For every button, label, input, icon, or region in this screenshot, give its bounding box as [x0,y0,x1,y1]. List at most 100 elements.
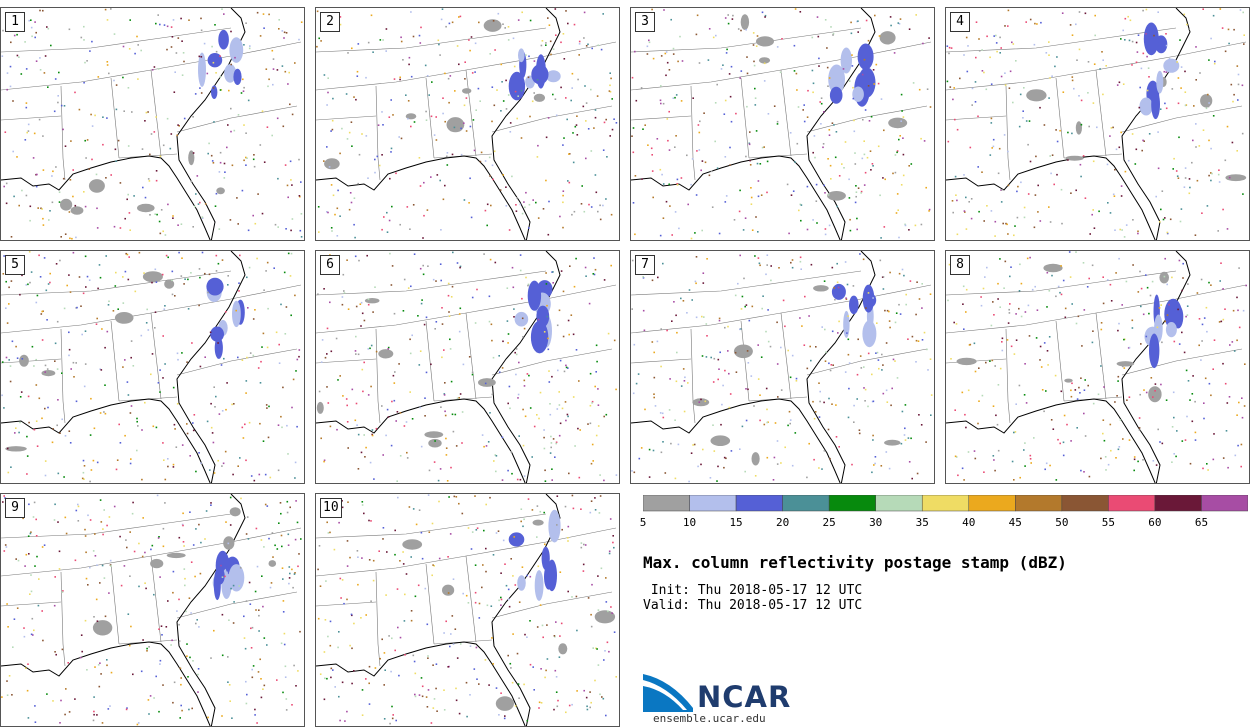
echo-pixel [1083,412,1085,415]
echo-pixel [471,371,474,374]
echo-pixel [396,588,399,590]
echo-pixel [493,460,495,462]
echo-pixel [339,23,342,26]
echo-pixel [492,663,494,665]
echo-pixel [659,168,662,171]
echo-pixel [1060,188,1063,191]
echo-pixel [209,331,212,334]
echo-pixel [248,421,251,424]
echo-pixel [660,55,663,57]
echo-pixel [36,173,38,176]
echo-pixel [519,478,522,481]
echo-pixel [475,109,477,111]
echo-pixel [1213,433,1215,435]
echo-pixel [706,258,708,260]
echo-pixel [902,116,905,118]
echo-pixel [828,362,830,365]
echo-pixel [59,432,61,434]
echo-pixel [462,592,464,595]
echo-pixel [63,105,66,107]
echo-pixel [796,142,799,145]
echo-pixel [148,713,150,715]
echo-pixel [1233,28,1235,31]
echo-pixel [272,556,274,558]
echo-pixel [35,301,38,304]
echo-pixel [910,437,912,440]
echo-pixel [1212,458,1215,461]
echo-pixel [660,451,663,454]
echo-cell [5,446,27,452]
echo-pixel [1213,62,1216,65]
echo-pixel [41,208,43,210]
echo-pixel [221,8,223,10]
echo-pixel [409,338,411,341]
echo-pixel [26,689,29,692]
echo-pixel [29,532,32,535]
echo-pixel [1125,224,1128,226]
echo-pixel [1238,401,1240,404]
echo-pixel [1094,34,1096,37]
echo-pixel [329,644,332,647]
echo-pixel [316,10,319,13]
echo-pixel [382,538,384,540]
echo-pixel [444,184,446,187]
echo-pixel [766,264,768,266]
echo-cell [137,203,155,213]
echo-pixel [330,350,333,353]
echo-pixel [132,673,134,676]
echo-pixel [372,311,374,313]
echo-pixel [376,155,379,158]
echo-pixel [159,23,161,26]
echo-pixel [660,85,662,87]
echo-pixel [854,201,857,204]
echo-pixel [684,376,686,379]
echo-pixel [446,155,448,158]
echo-pixel [590,206,593,208]
echo-pixel [1184,439,1187,441]
echo-cell [142,271,163,283]
echo-pixel [387,348,389,350]
echo-pixel [888,320,891,322]
echo-pixel [1208,59,1210,61]
echo-pixel [503,717,506,720]
state-boundary [465,69,477,157]
echo-pixel [904,439,907,441]
echo-pixel [1069,276,1072,278]
echo-pixel [338,695,340,698]
echo-pixel [362,390,364,393]
echo-pixel [272,68,275,70]
echo-pixel [811,69,814,72]
echo-pixel [245,600,248,602]
echo-pixel [92,459,95,462]
echo-pixel [1054,65,1056,68]
echo-pixel [252,665,255,667]
echo-pixel [223,357,225,360]
echo-pixel [233,403,235,405]
echo-pixel [242,90,245,92]
echo-pixel [523,475,526,477]
echo-pixel [367,41,370,44]
echo-pixel [475,529,478,531]
echo-cell [1064,378,1073,383]
echo-pixel [408,63,410,66]
echo-pixel [448,22,451,25]
echo-pixel [207,291,209,294]
echo-pixel [857,338,859,341]
echo-pixel [996,50,998,53]
echo-pixel [49,272,51,275]
echo-pixel [527,76,530,79]
echo-pixel [864,171,867,174]
echo-pixel [871,471,873,474]
echo-pixel [739,328,741,331]
echo-pixel [470,36,473,38]
echo-pixel [183,283,185,285]
echo-pixel [981,70,984,72]
echo-pixel [542,636,544,639]
echo-pixel [830,178,832,180]
echo-pixel [1123,236,1126,238]
colorbar-tick-label: 50 [1055,516,1069,529]
echo-pixel [1039,359,1041,361]
echo-pixel [109,564,112,566]
echo-pixel [523,201,525,203]
echo-pixel [1236,296,1238,299]
